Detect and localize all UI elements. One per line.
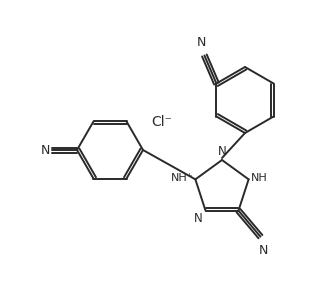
Text: N: N [194,212,202,225]
Text: NH: NH [251,173,267,183]
Text: N: N [197,36,206,49]
Text: N: N [259,244,268,257]
Text: N: N [218,145,226,158]
Text: Cl⁻: Cl⁻ [152,115,172,129]
Text: NH⁺: NH⁺ [171,173,193,183]
Text: N: N [40,144,50,157]
